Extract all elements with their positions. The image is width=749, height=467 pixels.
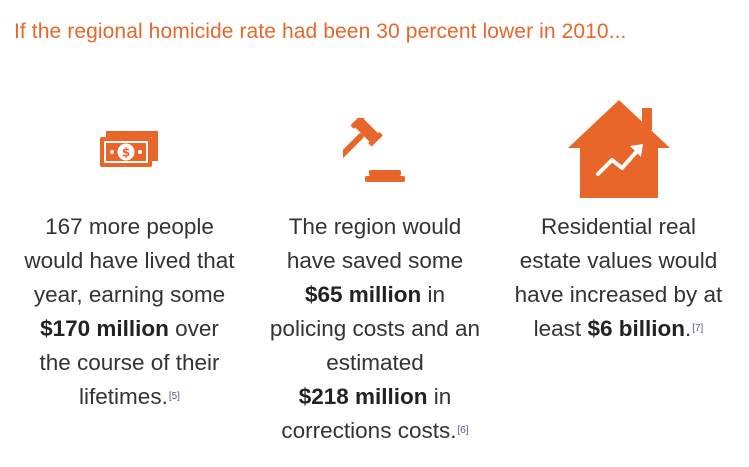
line: the course of their [39,350,220,375]
bold-value: $170 million [40,316,169,341]
line-rest: . [684,316,692,341]
gavel-icon [343,118,405,182]
svg-text:$: $ [122,146,130,160]
line: estate values would [519,248,718,273]
line: $170 million over [12,312,247,346]
bold-value: $65 million [304,282,422,307]
line: policing costs and an [269,316,481,341]
line: $65 million in [255,278,495,312]
line: lifetimes.[5] [12,380,247,414]
footnote-ref[interactable]: [7] [692,323,704,334]
footnote-ref[interactable]: [6] [457,425,469,436]
bold-value: $218 million [298,384,428,409]
line: The region would [288,214,462,239]
line: year, earning some [33,282,226,307]
bold-value: $6 billion [587,316,685,341]
line: $218 million in [255,380,495,414]
line: Residential real [540,214,697,239]
line-rest: in [427,384,452,409]
money-bill-icon: $ [100,131,158,167]
line-rest: over [168,316,219,341]
column-1-text: 167 more people would have lived that ye… [12,210,247,414]
house-chart-icon [568,100,670,198]
footnote-ref[interactable]: [5] [168,391,180,402]
line: 167 more people [45,214,214,239]
line-rest: least [533,316,588,341]
line-rest: lifetimes. [79,384,168,409]
line: least $6 billion.[7] [500,312,737,346]
column-2-text: The region would have saved some $65 mil… [255,210,495,448]
headline: If the regional homicide rate had been 3… [14,20,627,43]
line: would have lived that [24,248,235,273]
line-rest: corrections costs. [281,418,457,443]
column-3-text: Residential real estate values would hav… [500,210,737,346]
line: estimated [326,350,424,375]
line: corrections costs.[6] [255,414,495,448]
line-rest: in [421,282,446,307]
line: have saved some [286,248,464,273]
line: have increased by at [514,282,723,307]
